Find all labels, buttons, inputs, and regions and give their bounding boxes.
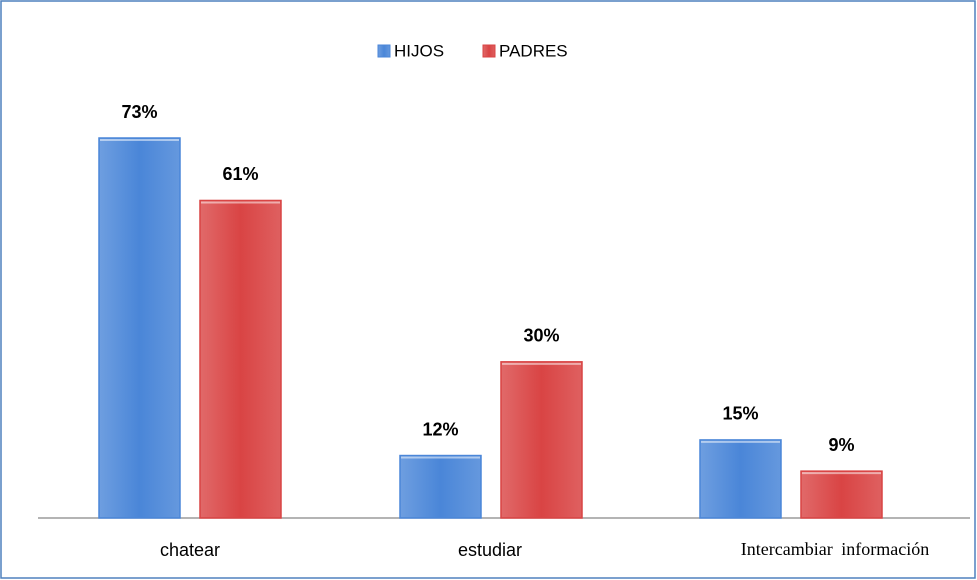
legend-swatch [482,44,496,58]
value-label: 61% [222,164,258,184]
x-tick-label: estudiar [458,540,522,560]
legend-swatch [377,44,391,58]
x-tick-label: chatear [160,540,220,560]
x-tick-label: Intercambiar información [741,539,929,559]
legend-label: PADRES [499,41,568,60]
value-label: 15% [722,404,758,424]
bar [98,137,181,519]
value-label: 12% [422,419,458,439]
bar [199,199,282,519]
bar [699,439,782,519]
bar [800,470,883,519]
value-label: 30% [523,326,559,346]
bar [399,454,482,519]
value-label: 73% [121,102,157,122]
bar [500,361,583,519]
legend-label: HIJOS [394,41,444,60]
value-label: 9% [828,435,854,455]
